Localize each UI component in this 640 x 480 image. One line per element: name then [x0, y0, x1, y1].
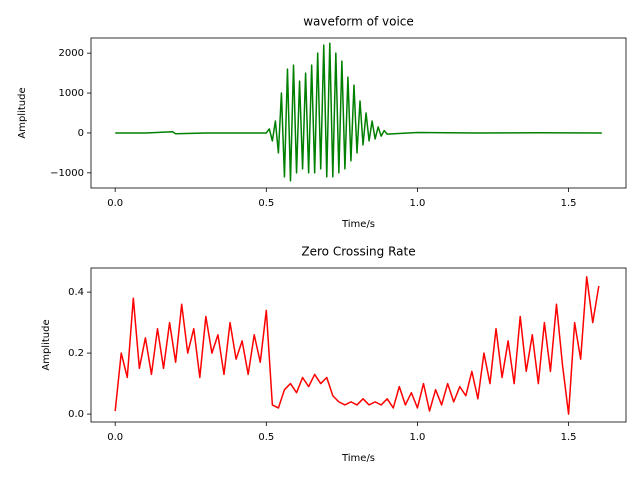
- data-line: [115, 42, 602, 182]
- x-axis-label: Time/s: [341, 219, 375, 230]
- y-axis-label: Amplitude: [41, 319, 52, 370]
- x-tick-label: 1.0: [409, 198, 425, 209]
- axes-frame: [90, 267, 627, 423]
- x-tick-label: 0.0: [107, 432, 123, 443]
- y-tick-label: 2000: [59, 48, 84, 59]
- data-line: [114, 276, 600, 415]
- y-tick-label: −1000: [50, 168, 84, 179]
- x-axis-label: Time/s: [341, 453, 375, 464]
- chart-title: Zero Crossing Rate: [301, 245, 415, 259]
- y-tick-label: 0.4: [68, 287, 84, 298]
- y-tick-label: 0.2: [68, 348, 84, 359]
- x-tick-label: 0.5: [258, 198, 274, 209]
- x-tick-label: 1.0: [409, 432, 425, 443]
- y-tick-label: 1000: [59, 88, 84, 99]
- chart-title: waveform of voice: [303, 15, 414, 29]
- y-tick-label: 0.0: [68, 409, 84, 420]
- x-tick-label: 0.0: [107, 198, 123, 209]
- x-tick-label: 0.5: [258, 432, 274, 443]
- y-tick-label: 0: [78, 128, 84, 139]
- x-tick-label: 1.5: [561, 432, 577, 443]
- y-axis-label: Amplitude: [17, 87, 28, 138]
- axes-frame: [90, 37, 627, 189]
- x-tick-label: 1.5: [561, 198, 577, 209]
